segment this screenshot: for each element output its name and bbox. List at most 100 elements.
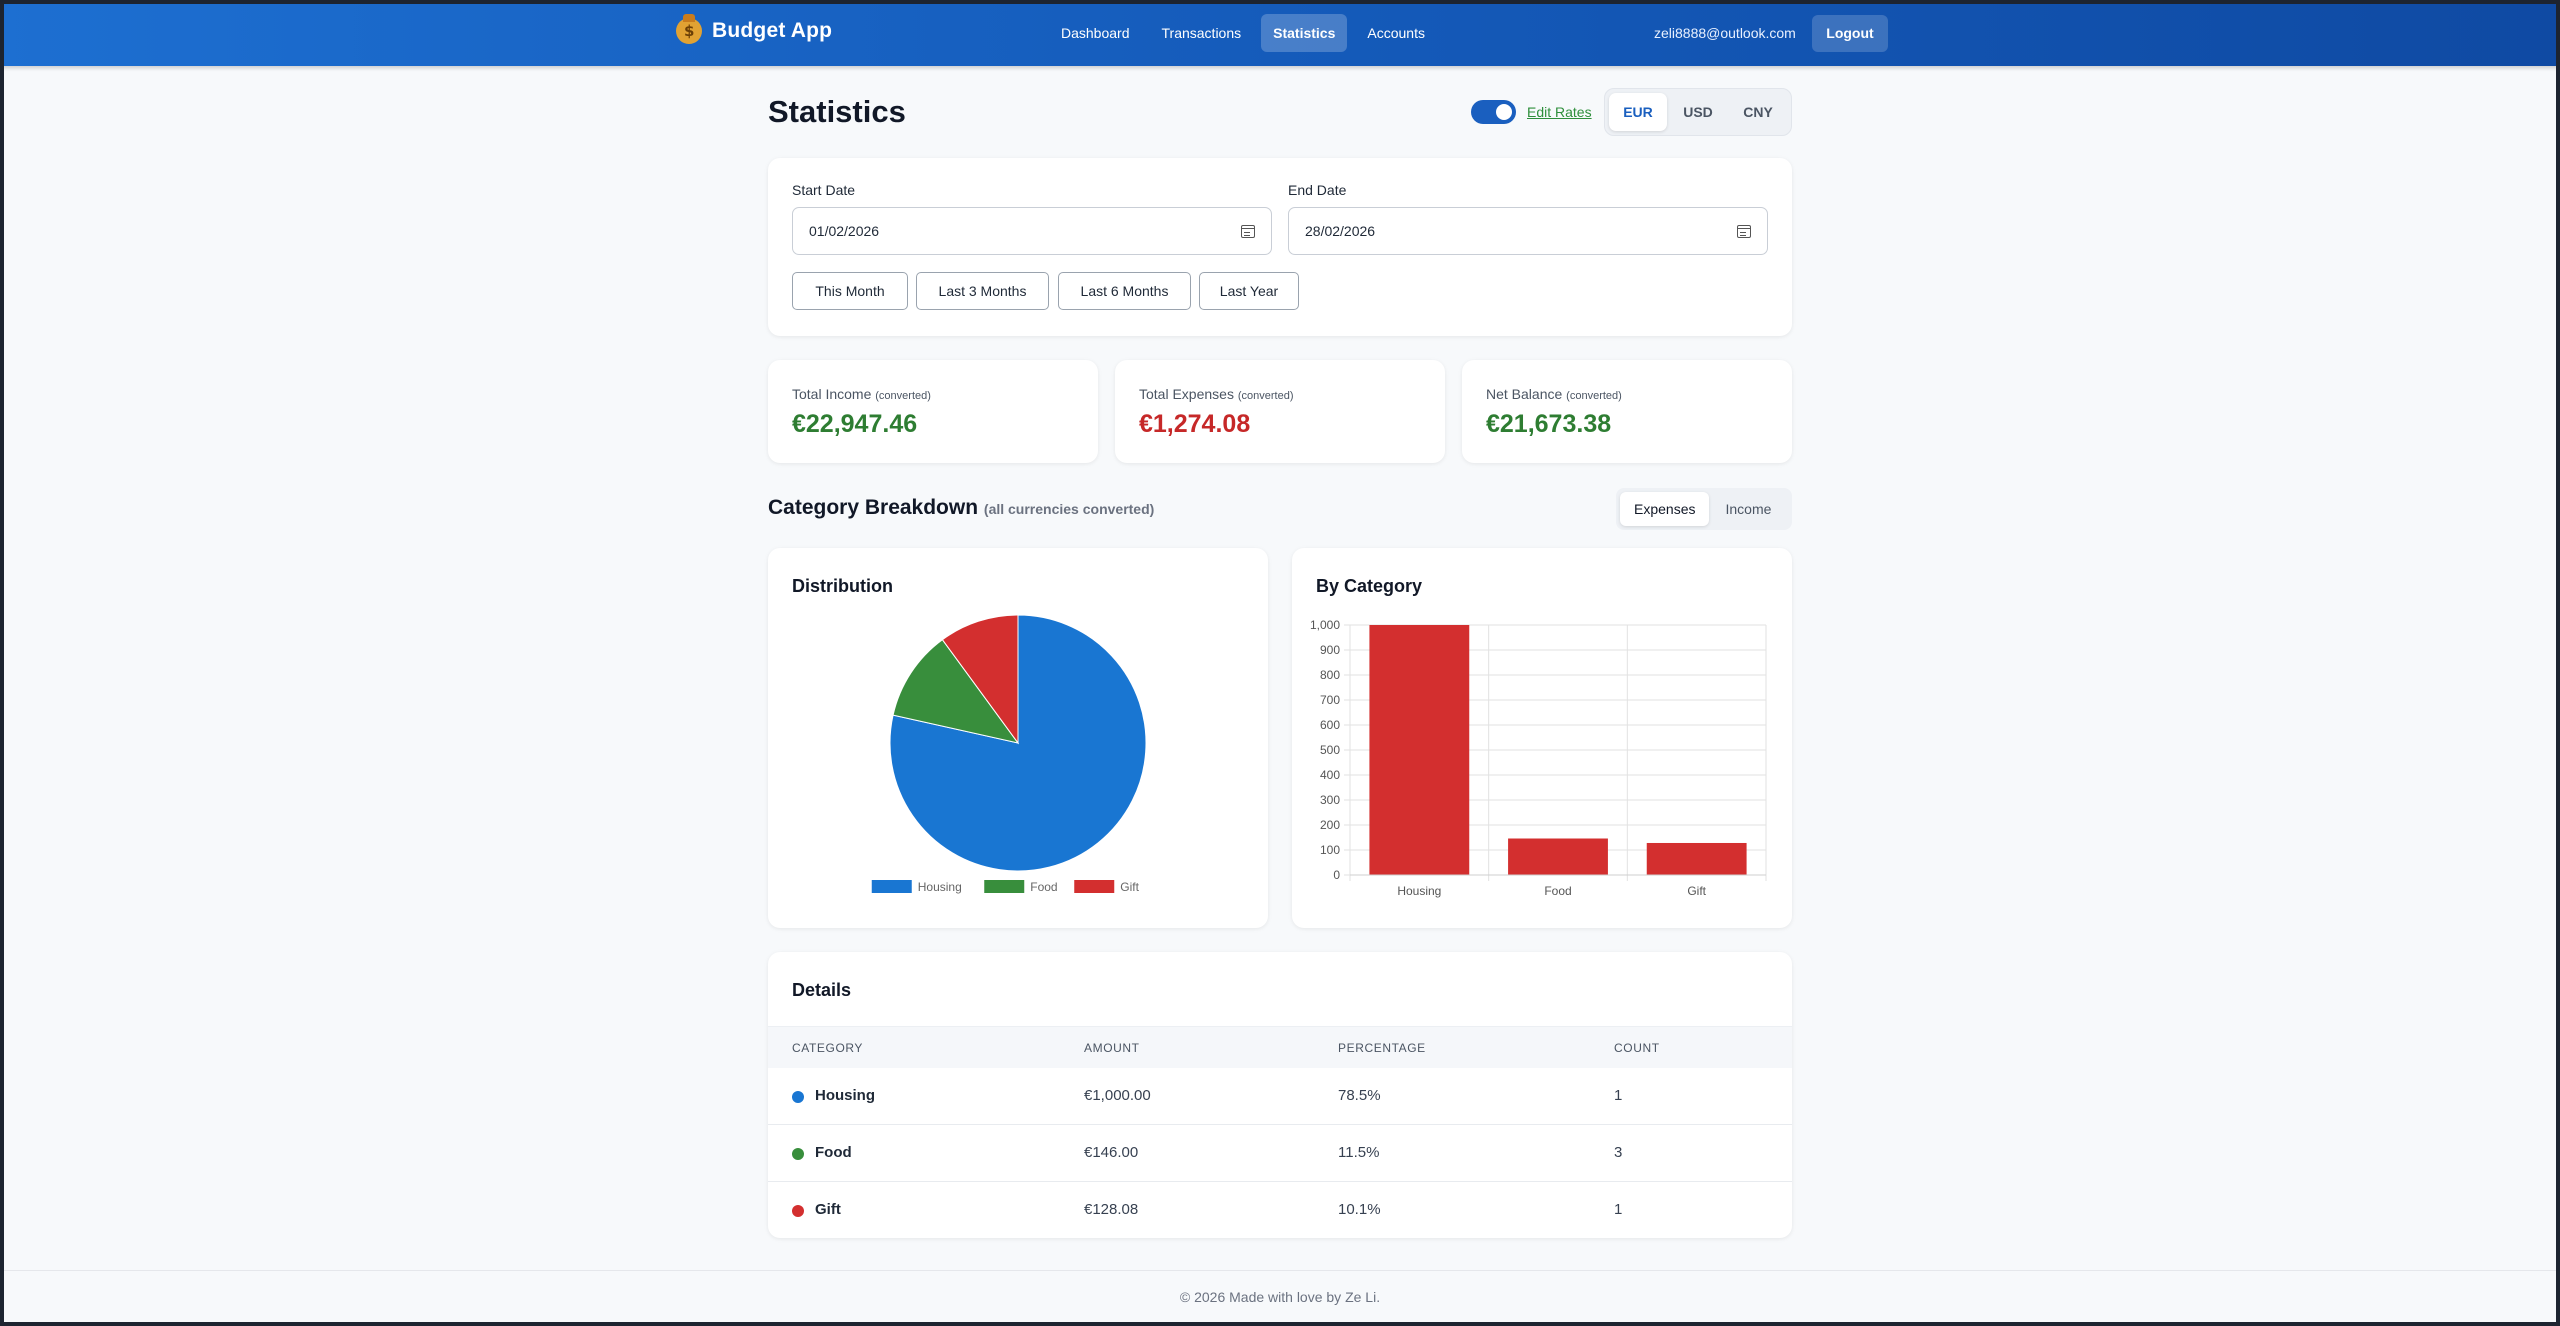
net-balance-card: Net Balance (converted) €21,673.38 xyxy=(1462,360,1792,463)
currency-cny-button[interactable]: CNY xyxy=(1743,104,1773,120)
bar-food[interactable] xyxy=(1508,838,1608,876)
currency-selector: EUR USD CNY xyxy=(1604,88,1792,136)
row-percentage: 10.1% xyxy=(1338,1201,1381,1218)
legend-swatch-housing[interactable] xyxy=(871,880,912,893)
expenses-tab[interactable]: Expenses xyxy=(1620,492,1710,526)
pie-slice-gift[interactable] xyxy=(941,614,1019,745)
table-row: Gift €128.08 10.1% 1 xyxy=(768,1182,1792,1238)
table-row: Housing €1,000.00 78.5% 1 xyxy=(768,1068,1792,1125)
x-tick-label: Food xyxy=(1544,884,1571,898)
total-expenses-label: Total Expenses (converted) xyxy=(1139,386,1294,402)
page-title: Statistics xyxy=(768,94,906,129)
app-title: Budget App xyxy=(712,19,833,42)
nav-transactions[interactable]: Transactions xyxy=(1161,25,1242,41)
row-category: Gift xyxy=(815,1201,841,1218)
by-category-title: By Category xyxy=(1316,576,1423,596)
row-count: 3 xyxy=(1614,1144,1623,1161)
distribution-title: Distribution xyxy=(792,576,893,596)
money-bag-icon xyxy=(676,14,702,44)
y-tick-label: 600 xyxy=(1320,718,1340,732)
brand[interactable]: Budget App xyxy=(676,14,833,44)
start-date-input[interactable]: 01/02/2026 xyxy=(792,207,1272,255)
column-header-percentage: PERCENTAGE xyxy=(1338,1041,1426,1055)
category-color-dot xyxy=(792,1205,804,1217)
calendar-icon[interactable] xyxy=(1241,224,1255,238)
bar-chart: 0 100 200 300 400 500 600 700 800 900 1,000 Housing… xyxy=(1310,618,1767,898)
preset-last-6-months-button[interactable]: Last 6 Months xyxy=(1058,272,1191,310)
preset-last-3-months-button[interactable]: Last 3 Months xyxy=(916,272,1049,310)
y-tick-label: 700 xyxy=(1320,693,1340,707)
start-date-label: Start Date xyxy=(792,182,856,198)
y-tick-label: 500 xyxy=(1320,743,1340,757)
bar-housing[interactable] xyxy=(1369,625,1470,875)
legend-label-gift[interactable]: Gift xyxy=(1120,880,1139,894)
preset-this-month-button[interactable]: This Month xyxy=(792,272,908,310)
nav-statistics[interactable]: Statistics xyxy=(1261,14,1348,52)
currency-eur-button[interactable]: EUR xyxy=(1609,93,1667,131)
navbar: Budget App Dashboard Transactions Statis… xyxy=(0,0,2560,66)
table-row: Food €146.00 11.5% 3 xyxy=(768,1125,1792,1182)
type-selector: Expenses Income xyxy=(1616,488,1792,530)
preset-last-year-button[interactable]: Last Year xyxy=(1199,272,1299,310)
net-balance-value: €21,673.38 xyxy=(1486,410,1612,438)
by-category-card: By Category 0 100 200 300 400 500 600 700 800 900… xyxy=(1292,548,1792,928)
total-income-card: Total Income (converted) €22,947.46 xyxy=(768,360,1098,463)
pie-slice-housing[interactable] xyxy=(889,614,1147,872)
y-tick-label: 200 xyxy=(1320,818,1340,832)
user-email: zeli8888@outlook.com xyxy=(1654,25,1796,41)
rates-toggle[interactable] xyxy=(1471,100,1516,124)
column-header-amount: AMOUNT xyxy=(1084,1041,1140,1055)
row-amount: €128.08 xyxy=(1084,1201,1139,1218)
total-expenses-card: Total Expenses (converted) €1,274.08 xyxy=(1115,360,1445,463)
currency-usd-button[interactable]: USD xyxy=(1683,104,1713,120)
legend-label-housing[interactable]: Housing xyxy=(918,880,962,894)
column-header-count: COUNT xyxy=(1614,1041,1660,1055)
row-percentage: 78.5% xyxy=(1338,1087,1381,1104)
nav-dashboard[interactable]: Dashboard xyxy=(1061,25,1130,41)
x-tick-label: Housing xyxy=(1397,884,1441,898)
details-card: Details CATEGORY AMOUNT PERCENTAGE COUNT… xyxy=(768,952,1792,1238)
end-date-value: 28/02/2026 xyxy=(1305,223,1376,239)
details-title: Details xyxy=(792,980,852,1000)
nav-links: Dashboard Transactions Statistics Accoun… xyxy=(1049,14,1437,52)
logout-button[interactable]: Logout xyxy=(1812,15,1888,52)
footer: © 2026 Made with love by Ze Li. xyxy=(0,1270,2560,1322)
y-tick-label: 1,000 xyxy=(1310,618,1340,632)
category-breakdown-subtitle: (all currencies converted) xyxy=(983,501,1155,517)
row-category: Food xyxy=(815,1144,852,1161)
y-tick-label: 900 xyxy=(1320,643,1340,657)
row-percentage: 11.5% xyxy=(1338,1144,1380,1161)
pie-slice-food[interactable] xyxy=(892,638,1020,744)
legend-label-food[interactable]: Food xyxy=(1030,880,1057,894)
row-count: 1 xyxy=(1614,1087,1623,1104)
y-tick-label: 0 xyxy=(1333,868,1340,882)
y-tick-label: 100 xyxy=(1320,843,1340,857)
pie-chart: Housing Food Gift xyxy=(871,614,1147,894)
row-category: Housing xyxy=(815,1087,875,1104)
edit-rates-link[interactable]: Edit Rates xyxy=(1527,104,1592,120)
category-breakdown-title: Category Breakdown (all currencies conve… xyxy=(768,496,1155,519)
legend-swatch-food[interactable] xyxy=(984,880,1025,893)
legend-swatch-gift[interactable] xyxy=(1074,880,1115,893)
row-amount: €1,000.00 xyxy=(1084,1087,1151,1104)
total-income-value: €22,947.46 xyxy=(792,410,918,438)
net-balance-label: Net Balance (converted) xyxy=(1486,386,1622,402)
distribution-card: Distribution Housing Food Gift xyxy=(768,548,1268,928)
calendar-icon[interactable] xyxy=(1737,224,1751,238)
bar-gift[interactable] xyxy=(1646,842,1747,875)
date-filter-card: Start Date 01/02/2026 End Date 28/02/202… xyxy=(768,158,1792,336)
income-tab[interactable]: Income xyxy=(1725,501,1772,517)
end-date-label: End Date xyxy=(1288,182,1347,198)
column-header-category: CATEGORY xyxy=(792,1041,864,1055)
y-tick-label: 800 xyxy=(1320,668,1340,682)
end-date-input[interactable]: 28/02/2026 xyxy=(1288,207,1768,255)
x-tick-label: Gift xyxy=(1687,884,1706,898)
total-expenses-value: €1,274.08 xyxy=(1139,410,1251,438)
nav-accounts[interactable]: Accounts xyxy=(1367,25,1425,41)
category-color-dot xyxy=(792,1148,804,1160)
toggle-knob xyxy=(1496,104,1512,120)
row-count: 1 xyxy=(1614,1201,1623,1218)
y-tick-label: 400 xyxy=(1320,768,1340,782)
table-header: CATEGORY AMOUNT PERCENTAGE COUNT xyxy=(768,1026,1792,1068)
y-tick-label: 300 xyxy=(1320,793,1340,807)
